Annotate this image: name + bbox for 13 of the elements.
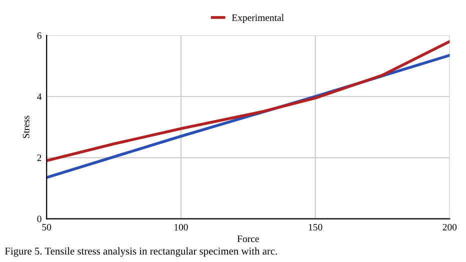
x-tick-label: 150 [308, 224, 322, 230]
y-tick-label: 6 [37, 32, 42, 39]
y-axis-title: Stress [22, 116, 30, 138]
line-series [46, 40, 450, 162]
legend-label: Experimental [232, 14, 284, 23]
y-tick-label: 0 [37, 216, 42, 222]
x-tick-label: 100 [174, 224, 188, 230]
y-tick-label: 2 [37, 154, 42, 162]
x-tick-label: 200 [442, 224, 457, 230]
y-tick-label: 4 [37, 93, 42, 100]
caption: Figure 5. Tensile stress analysis in rectangular specimen with arc. [4, 247, 277, 257]
x-axis-title: Force [237, 236, 259, 242]
x-tick-label: 50 [42, 224, 52, 230]
